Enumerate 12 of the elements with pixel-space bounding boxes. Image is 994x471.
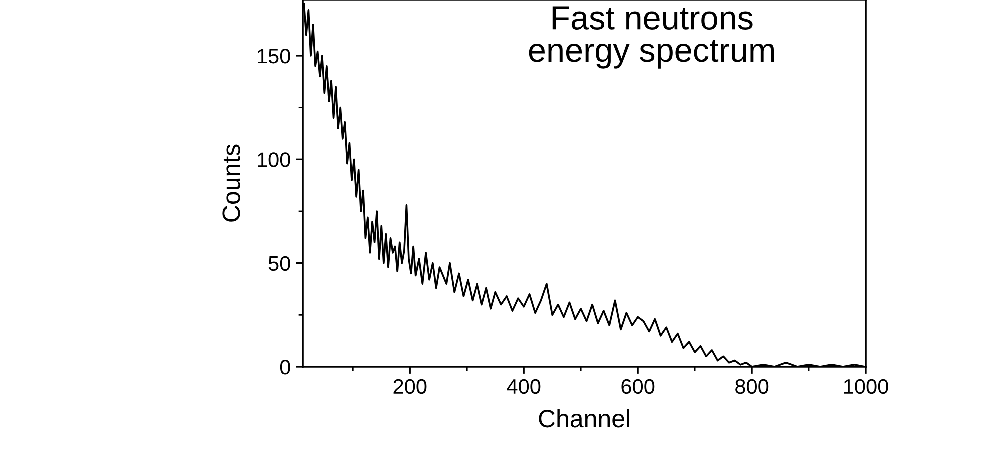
x-tick-label: 600	[622, 379, 655, 394]
y-tick-label: 50	[268, 256, 290, 272]
y-tick-label: 100	[258, 152, 290, 168]
x-tick-label: 1000	[844, 379, 888, 394]
y-tick-label: 0	[280, 360, 290, 375]
x-axis-title: Channel	[539, 409, 630, 428]
x-tick-label: 200	[394, 379, 427, 394]
text: Fast neutrons energy spectrum	[529, 6, 774, 69]
y-axis-title: Counts	[222, 144, 240, 222]
x-tick-label: 400	[507, 379, 541, 394]
x-tick-label: 800	[736, 379, 769, 394]
y-tick-label: 150	[258, 48, 290, 64]
